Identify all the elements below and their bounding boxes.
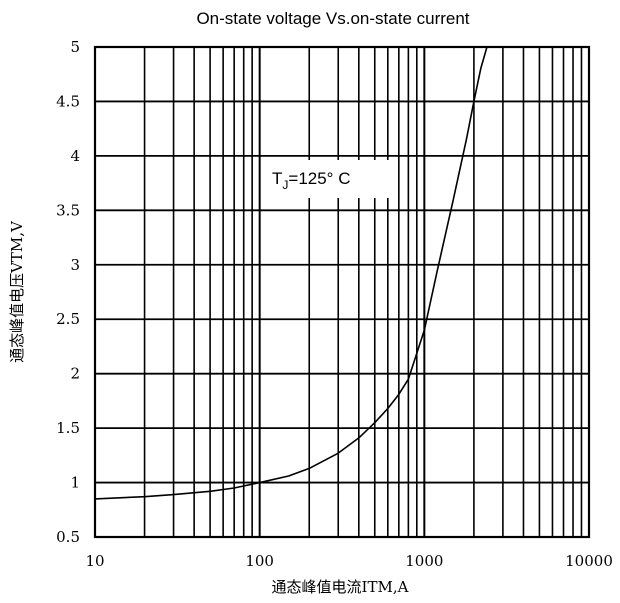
frame-layer — [93, 45, 591, 539]
x-tick-label: 1000 — [405, 552, 443, 570]
curve-layer — [94, 46, 488, 500]
x-tick-label: 100 — [245, 552, 274, 570]
y-tick-label: 5 — [70, 38, 80, 56]
chart-title: On-state voltage Vs.on-state current — [196, 9, 469, 28]
plot-frame — [93, 45, 591, 539]
annotation-rest: =125° C — [288, 169, 350, 188]
annotation-background — [262, 160, 392, 198]
annotation-base: T — [272, 169, 282, 188]
x-tick-labels: 10 100 1000 10000 — [85, 552, 612, 570]
y-axis-label: 通态峰值电压VTM,V — [8, 220, 26, 363]
y-tick-label: 2 — [70, 365, 80, 383]
y-tick-label: 1 — [70, 474, 80, 492]
y-tick-label: 4.5 — [56, 92, 80, 110]
annotation-sub: J — [282, 178, 288, 192]
y-tick-labels: 0.5 1 1.5 2 2.5 3 3.5 4 4.5 5 — [56, 38, 80, 546]
y-tick-label: 2.5 — [56, 310, 80, 328]
x-axis-label: 通态峰值电流ITM,A — [272, 578, 409, 596]
grid — [94, 46, 589, 538]
series-line — [94, 46, 488, 500]
y-tick-label: 0.5 — [56, 528, 80, 546]
x-tick-label: 10 — [85, 552, 104, 570]
y-tick-label: 1.5 — [56, 419, 80, 437]
y-tick-label: 4 — [70, 147, 80, 165]
temperature-annotation: TJ=125° C — [272, 169, 350, 192]
x-tick-label: 10000 — [565, 552, 613, 570]
y-tick-label: 3 — [70, 256, 80, 274]
y-tick-label: 3.5 — [56, 201, 80, 219]
